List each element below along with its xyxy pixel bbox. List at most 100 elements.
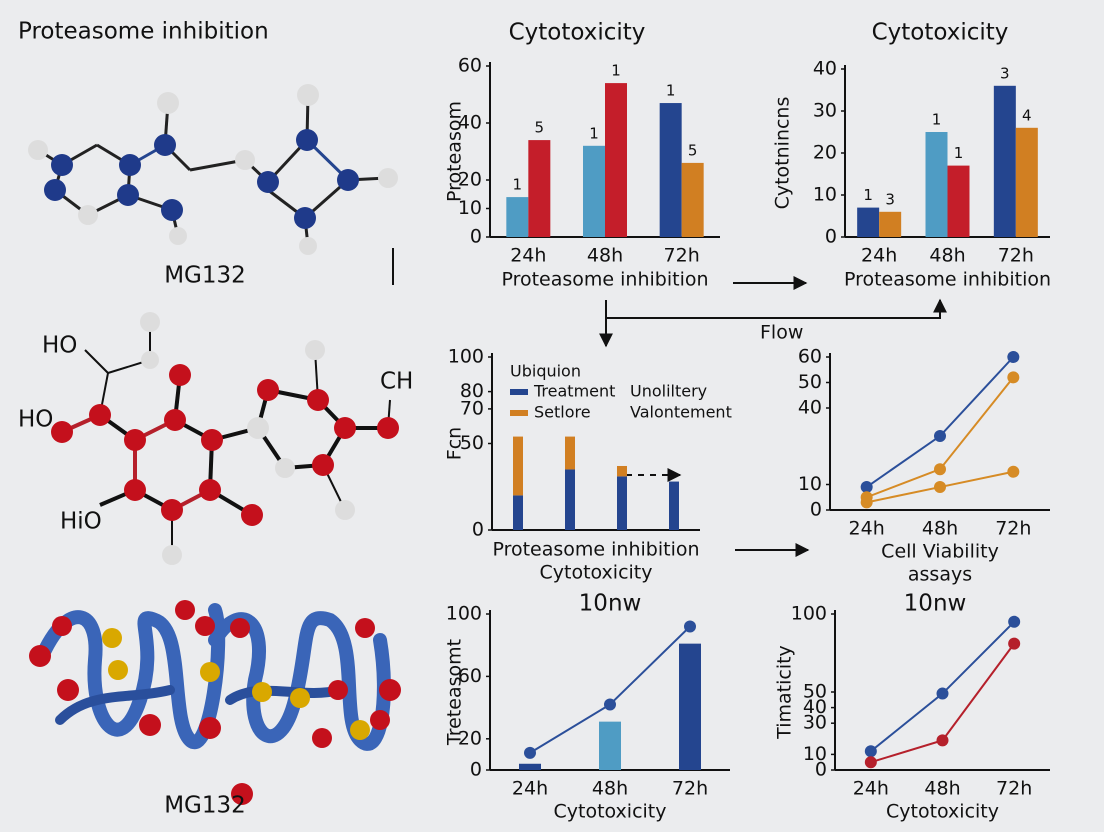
- y-tick-label: 100: [448, 346, 484, 368]
- x-axis-label: Cytotoxicity: [553, 801, 666, 823]
- point: [1008, 637, 1021, 650]
- x-tick-label: 48h: [929, 245, 965, 267]
- y-tick-label: 40: [798, 397, 822, 419]
- x-tick-label: 72h: [995, 518, 1031, 540]
- bar: [617, 476, 627, 530]
- y-tick-label: 10: [798, 473, 822, 495]
- chart-title: 10nw: [579, 591, 642, 617]
- y-axis-label: Timaticity: [774, 645, 796, 740]
- y-tick-label: 60: [798, 346, 822, 368]
- x-tick-label: 48h: [587, 245, 623, 267]
- bar-label: 1: [666, 82, 676, 100]
- chart-title: Cytotoxicity: [872, 20, 1009, 46]
- x-tick-label: 48h: [924, 778, 960, 800]
- x-tick-label: 72h: [996, 778, 1032, 800]
- x-tick-label: 72h: [998, 245, 1034, 267]
- legend-label: Setlore: [534, 403, 591, 422]
- molecule-blue: [28, 84, 398, 255]
- bar: [879, 211, 902, 237]
- point: [1007, 351, 1020, 363]
- y-tick-label: 60: [458, 665, 482, 687]
- atom-label: HO: [42, 333, 77, 359]
- x-tick-label: 48h: [592, 778, 628, 800]
- legend-label: Treatment: [533, 382, 615, 401]
- bar: [506, 197, 529, 237]
- y-tick-label: 40: [813, 58, 837, 80]
- y-tick-label: 50: [460, 432, 484, 454]
- legend-title: Ubiquion: [510, 362, 581, 381]
- point: [934, 481, 946, 494]
- bar: [565, 469, 575, 530]
- point: [524, 746, 536, 759]
- x-tick-label: 72h: [664, 245, 700, 267]
- legend-note: Valontement: [630, 403, 732, 422]
- x-axis-label: Cell Viability: [881, 541, 999, 563]
- x-tick-label: 24h: [853, 778, 889, 800]
- x-tick-label: 72h: [672, 778, 708, 800]
- y-tick-label: 40: [803, 696, 827, 718]
- x-axis-label: Cytotoxicity: [886, 801, 999, 823]
- y-tick-label: 0: [815, 759, 827, 781]
- bar: [605, 83, 627, 237]
- legend-swatch: [510, 410, 528, 416]
- y-tick-label: 0: [472, 519, 484, 541]
- bar: [659, 103, 682, 237]
- y-tick-label: 0: [825, 226, 837, 248]
- legend-swatch: [510, 389, 528, 395]
- y-tick-label: 0: [470, 759, 482, 781]
- point: [1007, 371, 1020, 384]
- atom-label: CH: [380, 369, 413, 395]
- y-tick-label: 40: [458, 112, 482, 134]
- bar: [857, 207, 880, 237]
- bar-label: 1: [932, 111, 942, 129]
- y-tick-label: 10: [813, 184, 837, 206]
- molecule-red: [51, 312, 399, 565]
- bar: [513, 436, 523, 496]
- point: [684, 620, 696, 633]
- point: [860, 496, 873, 509]
- y-tick-label: 20: [813, 142, 837, 164]
- y-tick-label: 0: [810, 499, 822, 521]
- page-title: Proteasome inhibition: [18, 19, 269, 45]
- y-tick-label: 20: [458, 169, 482, 191]
- bar-label: 5: [688, 141, 698, 159]
- bar: [1015, 127, 1038, 237]
- bar: [925, 132, 948, 237]
- bar-label: 5: [535, 119, 545, 137]
- y-axis-label: Treteasomt: [444, 639, 466, 746]
- line-series: [870, 621, 1015, 753]
- x-tick-label: 24h: [512, 778, 548, 800]
- point: [864, 756, 877, 769]
- bar-label: 1: [863, 186, 873, 204]
- bar: [947, 165, 970, 237]
- bar: [528, 140, 551, 237]
- y-tick-label: 50: [798, 371, 822, 393]
- point: [936, 687, 949, 700]
- y-tick-label: 100: [791, 603, 827, 625]
- bar-label: 3: [1000, 64, 1010, 82]
- chart-title: 10nw: [904, 591, 967, 617]
- y-tick-label: 60: [458, 55, 482, 77]
- point: [1007, 465, 1020, 478]
- y-tick-label: 0: [470, 226, 482, 248]
- point: [936, 734, 949, 747]
- atom-label: HO: [18, 407, 53, 433]
- bar-label: 1: [611, 62, 621, 80]
- bar: [681, 162, 704, 237]
- x-tick-label: 24h: [510, 245, 546, 267]
- y-tick-label: 20: [458, 727, 482, 749]
- y-tick-label: 80: [460, 380, 484, 402]
- bar: [679, 643, 701, 770]
- bar: [565, 436, 575, 470]
- protein-atoms: [29, 600, 401, 805]
- x-axis-label: Proteasome inhibition: [501, 269, 708, 291]
- y-axis-label: Fcn: [444, 427, 466, 460]
- x-axis-label: Proteasome inhibition: [844, 269, 1051, 291]
- bar-label: 1: [954, 144, 964, 162]
- molecule-name: MG132: [164, 263, 246, 289]
- molecule-name: MG132: [164, 793, 246, 819]
- y-tick-label: 30: [813, 100, 837, 122]
- bar-label: 3: [885, 190, 895, 208]
- point: [864, 745, 877, 758]
